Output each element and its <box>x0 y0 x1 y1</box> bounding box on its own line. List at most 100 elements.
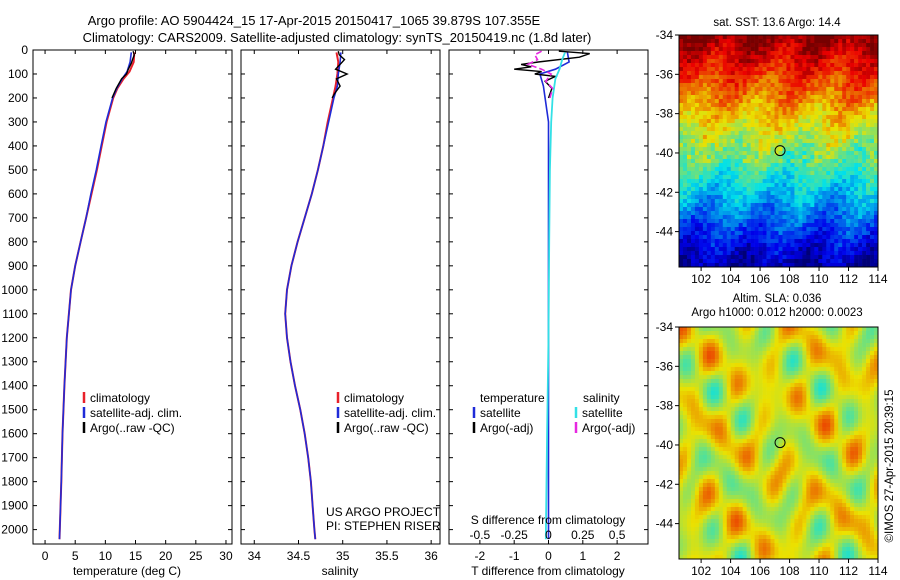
sst-cell <box>718 83 724 88</box>
sst-cell <box>682 87 688 92</box>
sst-cell <box>842 255 847 260</box>
sla-cell <box>762 455 767 460</box>
sst-cell <box>774 51 779 56</box>
sst-cell <box>798 91 803 96</box>
s-tick-label: 0.25 <box>571 528 595 542</box>
sst-cell <box>818 199 823 204</box>
sla-cell <box>874 423 879 428</box>
sst-cell <box>679 107 684 112</box>
sla-cell <box>790 355 795 360</box>
sst-cell <box>718 251 724 256</box>
sst-cell <box>778 199 783 204</box>
sst-cell <box>786 47 791 52</box>
sla-cell <box>806 347 811 352</box>
sla-cell <box>718 439 724 444</box>
sla-cell <box>702 335 708 340</box>
sla-cell <box>686 359 692 364</box>
sst-cell <box>698 223 704 228</box>
sst-cell <box>738 231 743 236</box>
sst-cell <box>686 115 692 120</box>
sst-cell <box>682 235 688 240</box>
sla-cell <box>738 371 743 376</box>
sst-cell <box>758 79 763 84</box>
sla-cell <box>790 455 795 460</box>
sla-cell <box>818 327 823 332</box>
sst-cell <box>790 159 795 164</box>
sst-cell <box>850 107 855 112</box>
sst-cell <box>826 115 831 120</box>
sst-cell <box>714 159 720 164</box>
sst-cell <box>722 55 728 60</box>
sst-cell <box>810 123 815 128</box>
sst-cell <box>850 99 855 104</box>
sst-cell <box>710 219 716 224</box>
sst-cell <box>738 167 743 172</box>
sla-cell <box>846 375 851 380</box>
sst-cell <box>754 251 759 256</box>
sst-cell <box>838 179 843 184</box>
sst-cell <box>726 183 732 188</box>
sst-cell <box>766 251 771 256</box>
sst-cell <box>794 107 799 112</box>
sst-cell <box>850 103 855 108</box>
sla-cell <box>802 339 807 344</box>
sst-cell <box>786 75 791 80</box>
sst-cell <box>854 139 859 144</box>
sst-cell <box>802 47 807 52</box>
sst-cell <box>766 239 771 244</box>
sst-cell <box>718 55 724 60</box>
sst-cell <box>858 211 863 216</box>
sst-cell <box>862 135 867 140</box>
sst-cell <box>814 231 819 236</box>
sst-cell <box>870 107 875 112</box>
sla-cell <box>854 343 859 348</box>
sst-cell <box>830 71 835 76</box>
sst-cell <box>730 147 736 152</box>
sst-cell <box>742 227 747 232</box>
sla-cell <box>690 351 696 356</box>
sst-cell <box>822 131 827 136</box>
sst-heatmap <box>679 35 879 268</box>
sst-cell <box>874 127 879 132</box>
sla-cell <box>870 367 875 372</box>
sst-cell <box>774 79 779 84</box>
sst-cell <box>830 79 835 84</box>
sla-cell <box>834 379 839 384</box>
sla-cell <box>842 423 847 428</box>
sst-cell <box>750 95 755 100</box>
sla-cell <box>710 467 716 472</box>
sst-cell <box>826 223 831 228</box>
sla-cell <box>686 431 692 436</box>
sst-cell <box>830 99 835 104</box>
sst-cell <box>698 59 704 64</box>
sla-cell <box>758 419 763 424</box>
sla-cell <box>702 431 708 436</box>
sst-cell <box>866 43 871 48</box>
sla-cell <box>742 447 747 452</box>
sst-cell <box>798 155 803 160</box>
legend-label: satellite <box>582 406 623 420</box>
sst-cell <box>870 139 875 144</box>
sst-cell <box>774 167 779 172</box>
sst-cell <box>734 231 739 236</box>
sst-cell <box>702 151 708 156</box>
sst-cell <box>698 171 704 176</box>
sla-cell <box>742 467 747 472</box>
sst-cell <box>790 103 795 108</box>
sst-cell <box>874 107 879 112</box>
temperature-panel: 0100200300400500600700800900100011001200… <box>1 43 233 578</box>
sst-cell <box>806 239 811 244</box>
sla-cell <box>786 351 791 356</box>
sst-cell <box>718 131 724 136</box>
sst-cell <box>774 187 779 192</box>
sst-cell <box>862 71 867 76</box>
sst-cell <box>758 47 763 52</box>
sla-cell <box>866 327 871 332</box>
sst-cell <box>798 59 803 64</box>
sst-cell <box>690 131 696 136</box>
sst-cell <box>842 67 847 72</box>
sst-cell <box>874 59 879 64</box>
sst-cell <box>862 83 867 88</box>
sla-cell <box>822 419 827 424</box>
sst-cell <box>698 191 704 196</box>
